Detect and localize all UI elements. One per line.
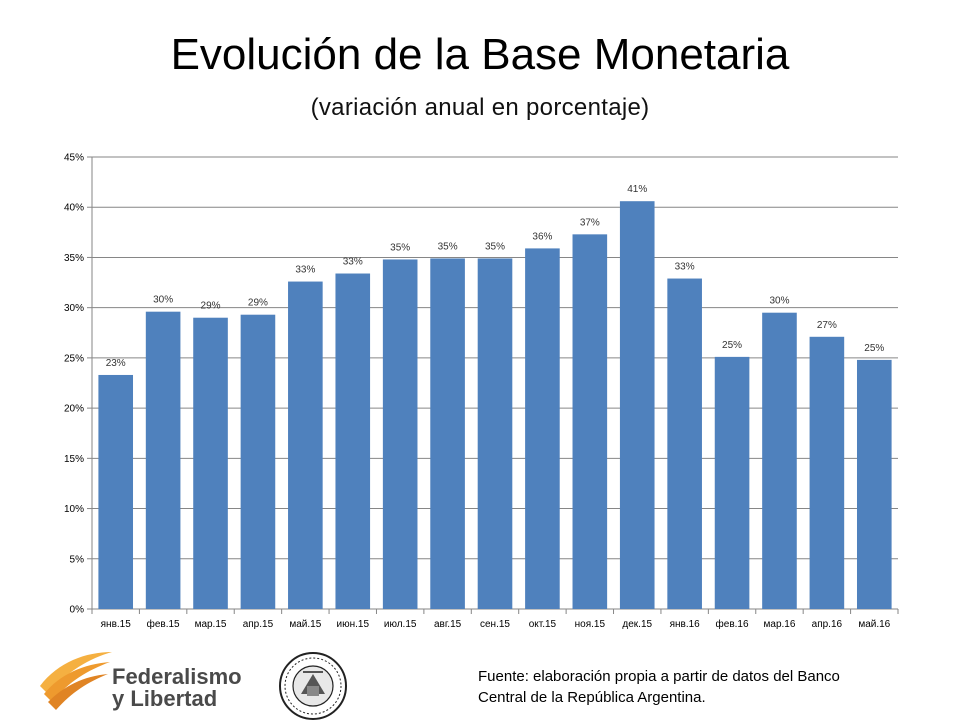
- bar: [430, 258, 465, 609]
- data-label: 27%: [817, 320, 837, 331]
- bar: [240, 314, 276, 609]
- data-label: 35%: [390, 242, 410, 253]
- x-tick-label: апр.15: [243, 619, 274, 630]
- source-line-2: Central de la República Argentina.: [478, 689, 706, 706]
- y-tick-label: 30%: [64, 303, 84, 314]
- x-tick-label: май.16: [858, 619, 890, 630]
- y-tick-label: 35%: [64, 253, 84, 264]
- chart-title: Evolución de la Base Monetaria: [170, 30, 790, 79]
- bar-chart: 0% 5% 10% 15% 20% 25% 30% 35% 40% 45% 23% янв.15 30%…: [64, 153, 899, 630]
- bar: [572, 234, 608, 609]
- source-line-1: Fuente: elaboración propia a partir de d…: [478, 668, 840, 685]
- bar: [193, 317, 228, 609]
- bar: [856, 359, 892, 609]
- y-tick-label: 25%: [64, 353, 84, 364]
- data-label: 37%: [580, 217, 600, 228]
- y-tick-label: 20%: [64, 404, 84, 415]
- x-tick-label: июн.15: [337, 619, 370, 630]
- x-tick-label: июл.15: [384, 619, 417, 630]
- x-tick-label: ноя.15: [575, 619, 606, 630]
- data-label: 33%: [675, 262, 695, 273]
- x-tick-label: мар.16: [764, 619, 796, 630]
- data-label: 23%: [106, 358, 126, 369]
- federalismo-logo: Federalismo y Libertad: [38, 648, 268, 714]
- bar: [525, 248, 560, 609]
- data-label: 30%: [153, 295, 173, 306]
- bar: [288, 281, 323, 609]
- data-label: 33%: [295, 265, 315, 276]
- y-tick-label: 5%: [70, 554, 85, 565]
- university-seal-icon: [279, 652, 347, 720]
- logo-text-line1: Federalismo: [112, 664, 242, 689]
- y-tick-label: 10%: [64, 504, 84, 515]
- x-tick-label: янв.15: [101, 619, 132, 630]
- y-tick-label: 45%: [64, 153, 84, 164]
- bar: [667, 278, 702, 609]
- x-tick-label: фев.16: [716, 618, 749, 630]
- y-tick-label: 15%: [64, 454, 84, 465]
- data-label: 41%: [627, 184, 647, 195]
- bar: [762, 312, 797, 609]
- x-tick-label: фев.15: [147, 618, 180, 630]
- bar: [145, 311, 181, 609]
- swoosh-logo-icon: [40, 652, 112, 710]
- data-label: 29%: [201, 301, 221, 312]
- data-label: 35%: [438, 241, 458, 252]
- university-seal: [273, 650, 353, 720]
- bar: [809, 336, 845, 609]
- x-tick-label: дек.15: [622, 619, 652, 630]
- data-label: 25%: [722, 340, 742, 351]
- bar: [382, 259, 418, 609]
- data-label: 29%: [248, 298, 268, 309]
- bar: [98, 374, 134, 609]
- data-label: 33%: [343, 257, 363, 268]
- x-tick-label: мар.15: [195, 619, 227, 630]
- bar: [714, 356, 750, 609]
- chart-subtitle: (variación anual en porcentaje): [310, 94, 650, 121]
- bar: [477, 258, 513, 609]
- data-label: 25%: [864, 343, 884, 354]
- logo-text-line2: y Libertad: [112, 686, 218, 711]
- y-tick-label: 0%: [70, 605, 85, 616]
- x-tick-label: авг.15: [434, 619, 462, 630]
- data-label: 35%: [485, 241, 505, 252]
- data-label: 36%: [532, 231, 552, 242]
- data-label: 30%: [769, 296, 789, 307]
- y-tick-label: 40%: [64, 203, 84, 214]
- x-tick-label: окт.15: [529, 619, 557, 630]
- x-tick-label: сен.15: [480, 619, 510, 630]
- x-tick-label: май.15: [289, 619, 321, 630]
- x-tick-label: янв.16: [670, 619, 701, 630]
- bar: [335, 273, 371, 609]
- x-tick-label: апр.16: [812, 619, 843, 630]
- bar: [619, 201, 655, 609]
- source-note: Fuente: elaboración propia a partir de d…: [478, 666, 918, 708]
